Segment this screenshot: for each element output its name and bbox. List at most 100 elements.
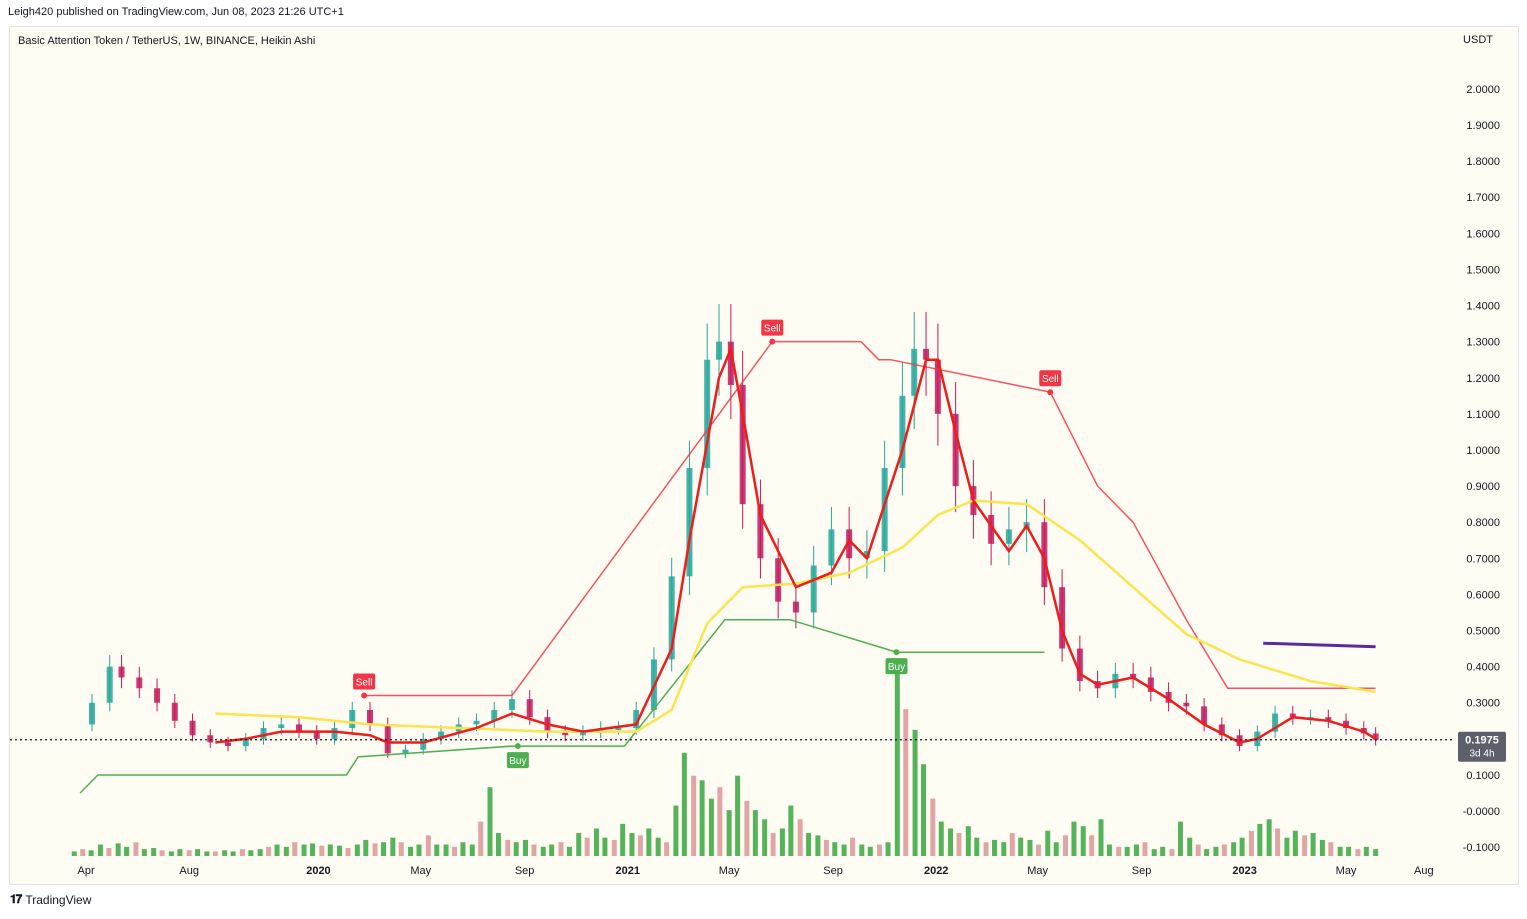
- candle-body: [260, 728, 267, 739]
- volume-bar: [992, 839, 998, 856]
- volume-bar: [248, 850, 254, 856]
- volume-bar: [88, 850, 94, 856]
- volume-bar: [195, 849, 201, 856]
- volume-bar: [1363, 846, 1369, 856]
- volume-bar: [1009, 833, 1015, 856]
- volume-bar: [1177, 821, 1183, 856]
- volume-bar: [823, 839, 829, 856]
- x-tick-label: May: [410, 865, 431, 877]
- volume-bar: [1089, 835, 1095, 856]
- x-tick-label: May: [1336, 865, 1357, 877]
- volume-bar: [1169, 849, 1175, 856]
- footer-brand[interactable]: 𝟏𝟕 TradingView: [10, 892, 91, 907]
- volume-bar: [558, 842, 564, 856]
- y-tick-label: 1.4000: [1466, 301, 1500, 313]
- volume-bar: [956, 833, 962, 856]
- candle-body: [331, 728, 338, 739]
- volume-bar: [363, 839, 369, 856]
- candle-body: [1201, 706, 1208, 725]
- volume-bar: [576, 833, 582, 856]
- volume-bar: [71, 851, 77, 856]
- volume-bar: [1213, 846, 1219, 856]
- candle-body: [775, 558, 782, 602]
- volume-bar: [637, 835, 643, 856]
- volume-bar: [691, 775, 697, 856]
- candle-body: [384, 724, 391, 754]
- candle-body: [1165, 691, 1172, 703]
- volume-bar: [673, 805, 679, 856]
- volume-bar: [1266, 819, 1272, 856]
- y-tick-label: 0.7000: [1466, 553, 1500, 565]
- candle-body: [1372, 733, 1379, 740]
- candle-body: [1183, 702, 1190, 707]
- volume-bar: [416, 844, 422, 856]
- volume-bar: [1248, 830, 1254, 856]
- volume-bar: [452, 846, 458, 856]
- candle-body: [739, 384, 746, 505]
- candle-body: [828, 529, 835, 566]
- y-tick-label: 1.5000: [1466, 264, 1500, 276]
- volume-bar: [1337, 846, 1343, 856]
- tv-logo-icon: 𝟏𝟕: [10, 892, 22, 906]
- y-tick-label: 1.2000: [1466, 373, 1500, 385]
- volume-bar: [1187, 837, 1193, 856]
- volume-bar: [1221, 844, 1227, 856]
- candle-body: [296, 724, 303, 732]
- volume-bar: [1310, 833, 1316, 856]
- volume-bar: [1071, 821, 1077, 856]
- volume-bar: [593, 828, 599, 856]
- candle-body: [207, 735, 214, 743]
- y-tick-label: 0.9000: [1466, 481, 1500, 493]
- x-tick-label: Sep: [515, 865, 535, 877]
- volume-bar: [434, 844, 440, 856]
- volume-bar: [549, 844, 555, 856]
- volume-bar: [938, 821, 944, 856]
- candle-body: [562, 731, 569, 736]
- purple-level-line: [1263, 641, 1376, 649]
- volume-bar: [1204, 849, 1210, 856]
- candle-body: [1147, 677, 1154, 692]
- volume-bar: [151, 847, 157, 856]
- volume-bar: [301, 844, 307, 856]
- volume-bar: [699, 780, 705, 856]
- volume-bar: [646, 828, 652, 856]
- candle-body: [911, 348, 918, 396]
- y-tick-label: -0.1000: [1463, 842, 1500, 854]
- buy-marker: [514, 743, 521, 750]
- footer-brand-label: TradingView: [25, 892, 92, 907]
- volume-bar: [1328, 842, 1334, 856]
- candle-body: [633, 709, 640, 729]
- volume-bar: [1142, 842, 1148, 856]
- volume-bar: [681, 752, 687, 856]
- volume-bar: [832, 842, 838, 856]
- candle-body: [171, 702, 178, 721]
- x-tick-label: May: [1027, 865, 1048, 877]
- volume-bar: [1151, 849, 1157, 856]
- volume-bar: [292, 842, 298, 856]
- candle-body: [225, 742, 232, 747]
- y-tick-label: 0.8000: [1466, 517, 1500, 529]
- volume-bar: [1001, 842, 1007, 856]
- candle-body: [686, 468, 693, 577]
- volume-bar: [1319, 839, 1325, 856]
- volume-bar: [655, 837, 661, 856]
- y-tick-label: 0.5000: [1466, 626, 1500, 638]
- chart-frame[interactable]: [9, 26, 1519, 885]
- candle-body: [437, 731, 444, 739]
- volume-bar: [443, 844, 449, 856]
- sell-tag-label: Sell: [356, 678, 373, 689]
- sell-tag-label: Sell: [764, 324, 781, 335]
- y-tick-label: 1.0000: [1466, 445, 1500, 457]
- volume-bar: [1124, 846, 1130, 856]
- candle-body: [118, 666, 125, 678]
- volume-bar: [505, 839, 511, 856]
- volume-bar: [708, 798, 714, 856]
- volume-bar: [948, 828, 954, 856]
- candle-body: [491, 709, 498, 721]
- volume-bar: [222, 850, 228, 856]
- y-tick-label: 1.7000: [1466, 192, 1500, 204]
- volume-bar: [1053, 842, 1059, 856]
- volume-bar: [310, 843, 316, 856]
- last-price-value: 0.1975: [1465, 735, 1499, 747]
